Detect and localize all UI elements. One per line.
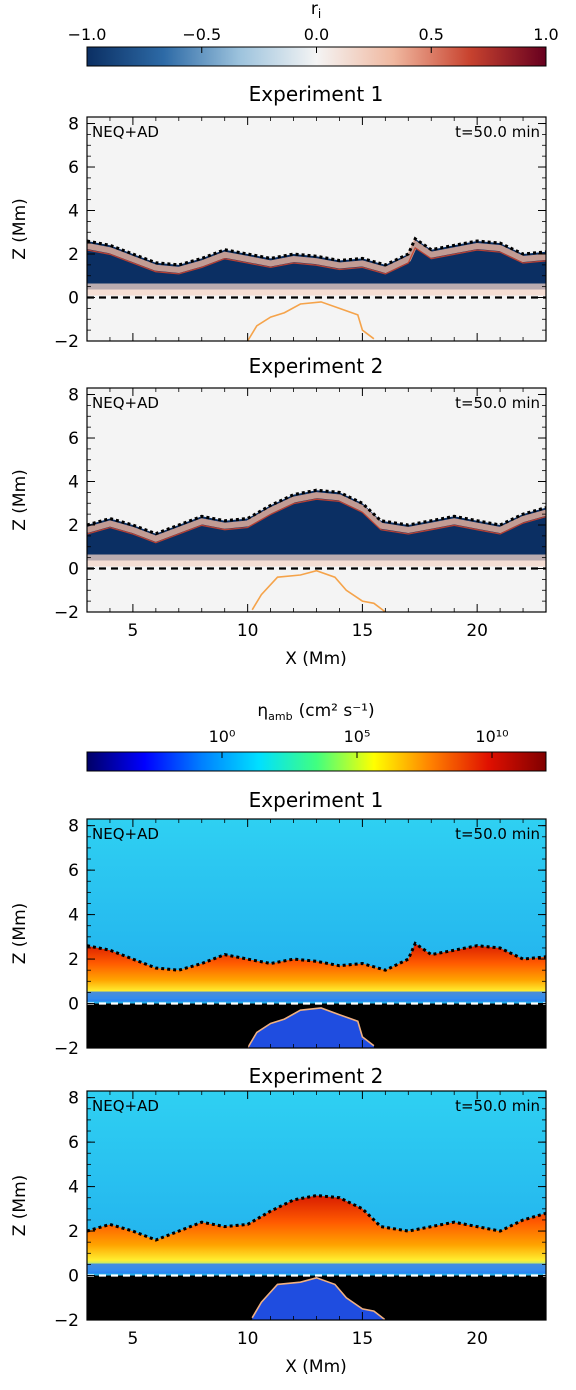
y-tick-label: 2 xyxy=(68,245,79,265)
x-tick-label: 10 xyxy=(237,1329,259,1349)
panel-label-left: NEQ+AD xyxy=(92,1097,159,1115)
panel-title: Experiment 2 xyxy=(249,354,384,378)
x-tick-label: 20 xyxy=(466,1329,488,1349)
colorbar-eta: ηamb (cm² s⁻¹) 10⁰ 10⁵ 10¹⁰ xyxy=(86,701,547,772)
y-tick-label: −2 xyxy=(54,1039,79,1059)
panel-image xyxy=(87,388,546,612)
transition-region-line xyxy=(87,236,546,267)
panel-3: Experiment 1 NEQ+AD t=50.0 min −2 0 2 4 6 8 Z (Mm… xyxy=(10,788,547,1059)
colorbar-ri-tick-label: −1.0 xyxy=(68,25,107,44)
ionization-rim-inner xyxy=(87,246,546,275)
lower-chromosphere-band xyxy=(87,991,546,1002)
y-tick-label: 6 xyxy=(68,861,79,881)
y-tick-label: 0 xyxy=(68,289,79,309)
colorbar-ri-tick-label: −0.5 xyxy=(182,25,221,44)
y-tick-label: 6 xyxy=(68,429,79,449)
panel-label-time: t=50.0 min xyxy=(455,123,540,141)
panel-label-left: NEQ+AD xyxy=(92,394,159,412)
colorbar-eta-tick-label: 10⁵ xyxy=(344,727,371,746)
colorbar-eta-label: ηamb (cm² s⁻¹) xyxy=(257,701,374,723)
x-tick-label: 10 xyxy=(237,621,259,641)
colorbar-eta-tick-label: 10¹⁰ xyxy=(475,727,508,746)
y-tick-label: −2 xyxy=(54,332,79,352)
panel-label-time: t=50.0 min xyxy=(455,825,540,843)
chromosphere-region xyxy=(87,490,546,561)
transition-region-line xyxy=(87,941,546,972)
y-axis-label: Z (Mm) xyxy=(10,469,30,531)
y-tick-label: 6 xyxy=(68,1133,79,1153)
panel-image xyxy=(87,1091,546,1320)
colorbar-eta-bar xyxy=(86,751,547,772)
panel-title: Experiment 1 xyxy=(249,788,384,812)
bubble-contour xyxy=(251,569,386,612)
ionization-rim-inner xyxy=(87,498,546,544)
colorbar-eta-tick-label: 10⁰ xyxy=(209,727,236,746)
bubble-contour xyxy=(246,1007,375,1048)
x-tick-label: 15 xyxy=(352,1329,374,1349)
y-tick-label: 2 xyxy=(68,1222,79,1242)
panel-title: Experiment 1 xyxy=(249,82,384,106)
colorbar-ri-tick-label: 0.5 xyxy=(419,25,444,44)
x-tick-label: 15 xyxy=(352,621,374,641)
y-tick-label: 4 xyxy=(68,473,79,493)
y-tick-label: −2 xyxy=(54,1311,79,1331)
x-tick-label: 20 xyxy=(466,621,488,641)
colorbar-ri: ri −1.0 −0.5 0.0 0.5 1.0 xyxy=(68,0,559,67)
y-tick-label: 6 xyxy=(68,158,79,178)
panel-2: Experiment 2 NEQ+AD t=50.0 min −2 0 2 4 6 8 Z (Mm… xyxy=(10,354,547,669)
y-tick-label: 8 xyxy=(68,1089,79,1109)
y-tick-label: 2 xyxy=(68,516,79,536)
panel-1: Experiment 1 NEQ+AD t=50.0 min −2 0 2 4 6 8 Z (Mm… xyxy=(10,82,547,352)
ionization-rim xyxy=(87,239,546,274)
ionization-rim xyxy=(87,492,546,542)
chromosphere-region xyxy=(87,1195,546,1272)
x-tick-label: 5 xyxy=(127,621,138,641)
bubble-contour xyxy=(251,1276,386,1320)
emerging-bubble-fill xyxy=(252,1277,386,1320)
y-tick-label: 4 xyxy=(68,202,79,222)
x-axis-label: X (Mm) xyxy=(285,1357,347,1377)
panel-label-time: t=50.0 min xyxy=(455,394,540,412)
colorbar-ri-label: ri xyxy=(311,0,321,21)
panel-label-left: NEQ+AD xyxy=(92,123,159,141)
bubble-contour xyxy=(246,301,375,341)
transition-region-line xyxy=(87,488,546,536)
y-axis-label: Z (Mm) xyxy=(10,1175,30,1237)
y-tick-label: −2 xyxy=(54,603,79,623)
emerging-bubble-fill xyxy=(247,1008,374,1048)
panel-label-left: NEQ+AD xyxy=(92,825,159,843)
lower-chromosphere-band xyxy=(87,554,546,567)
panel-label-time: t=50.0 min xyxy=(455,1097,540,1115)
panel-4: Experiment 2 NEQ+AD t=50.0 min −2 0 2 4 6 8 Z (Mm… xyxy=(10,1064,547,1377)
y-axis-label: Z (Mm) xyxy=(10,198,30,260)
y-tick-label: 0 xyxy=(68,560,79,580)
x-tick-label: 5 xyxy=(127,1329,138,1349)
panel-image xyxy=(87,819,546,1048)
panel-image xyxy=(87,117,546,341)
y-tick-label: 8 xyxy=(68,817,79,837)
y-tick-label: 0 xyxy=(68,995,79,1015)
lower-chromosphere-band xyxy=(87,283,546,296)
x-axis-label: X (Mm) xyxy=(285,649,347,669)
y-axis-label: Z (Mm) xyxy=(10,903,30,965)
colorbar-ri-tick-label: 0.0 xyxy=(304,25,329,44)
y-tick-label: 2 xyxy=(68,950,79,970)
corona-region xyxy=(87,117,546,341)
transition-region-line xyxy=(87,1193,546,1242)
colorbar-ri-tick-label: 1.0 xyxy=(533,25,558,44)
y-tick-label: 4 xyxy=(68,1178,79,1198)
panel-title: Experiment 2 xyxy=(249,1064,384,1088)
lower-chromosphere-band xyxy=(87,1263,546,1274)
y-tick-label: 8 xyxy=(68,386,79,406)
y-tick-label: 8 xyxy=(68,115,79,135)
y-tick-label: 0 xyxy=(68,1267,79,1287)
chromosphere-region xyxy=(87,943,546,1000)
y-tick-label: 4 xyxy=(68,906,79,926)
